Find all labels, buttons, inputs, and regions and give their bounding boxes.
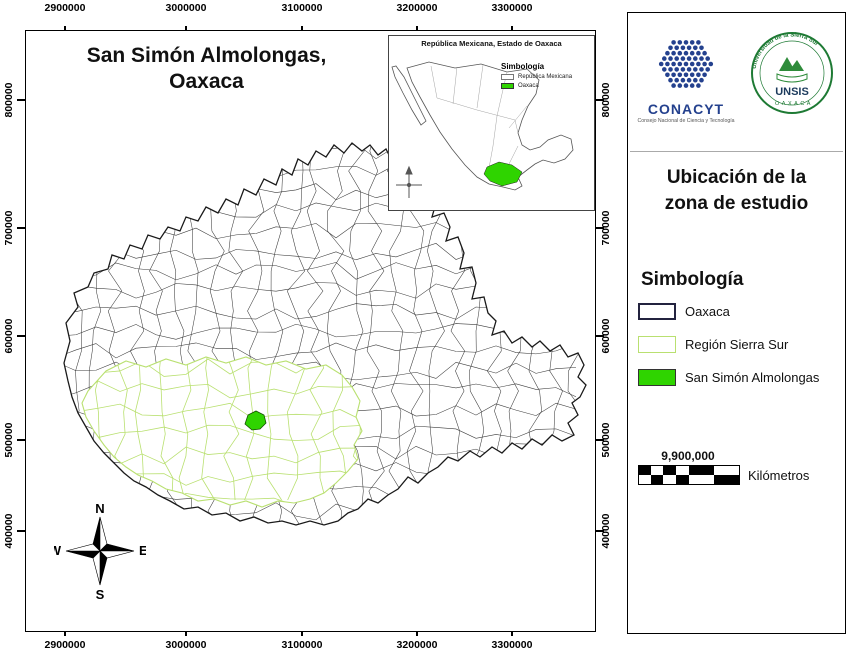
tick-mark: [17, 439, 25, 441]
tick-mark: [64, 628, 66, 636]
legend-item-oaxaca: Oaxaca: [638, 303, 730, 320]
inset-legend-label: República Mexicana: [518, 74, 573, 80]
conacyt-logo: CONACYT Consejo Nacional de Ciencia y Te…: [634, 35, 738, 125]
scale-segment: [714, 475, 739, 484]
scale-segment: [689, 466, 714, 475]
x-coordinate-label: 3100000: [281, 2, 323, 14]
x-coordinate-label: 3200000: [396, 2, 438, 14]
x-coordinate-label: 3000000: [165, 2, 207, 14]
y-coordinate-label: 400000: [3, 513, 15, 549]
legend-item-san-simon: San Simón Almolongas: [638, 369, 819, 386]
x-coordinate-label: 3300000: [491, 2, 533, 14]
san-simon-almolongas-polygon: [244, 410, 267, 431]
x-coordinate-label: 3200000: [396, 639, 438, 651]
scale-segment: [639, 475, 651, 484]
tick-mark: [596, 99, 604, 101]
y-coordinate-label: 600000: [3, 318, 15, 354]
inset-title: República Mexicana, Estado de Oaxaca: [421, 39, 562, 48]
sierra-sur-mask: [82, 357, 362, 507]
unsis-bottom-text: OAXACA: [775, 101, 813, 107]
legend-item-sierra-sur: Región Sierra Sur: [638, 336, 788, 353]
tick-mark: [511, 628, 513, 636]
compass-rose: N E S W: [54, 501, 146, 602]
legend-label: San Simón Almolongas: [685, 370, 820, 385]
y-coordinate-label: 800000: [3, 82, 15, 118]
legend-swatch-sierra-sur: [638, 336, 676, 353]
scale-segment: [663, 475, 676, 484]
conacyt-wordmark: CONACYT: [647, 101, 725, 117]
tick-mark: [17, 99, 25, 101]
map-title: San Simón Almolongas, Oaxaca: [34, 43, 379, 96]
scale-bar-row: [639, 466, 739, 475]
map-title-line2: Oaxaca: [169, 70, 244, 94]
mexico-mainland: [406, 61, 574, 191]
x-coordinate-label: 2900000: [44, 2, 86, 14]
tick-mark: [596, 530, 604, 532]
scale-bar-row: [639, 475, 739, 484]
tick-mark: [301, 628, 303, 636]
sierra-sur-region-outline: [81, 356, 363, 508]
compass-north-label: N: [95, 501, 104, 516]
scale-segment: [676, 475, 689, 484]
y-coordinate-label: 700000: [3, 210, 15, 246]
tick-mark: [596, 335, 604, 337]
inset-legend: Simbología República Mexicana Oaxaca: [501, 62, 593, 92]
tick-mark: [185, 628, 187, 636]
tick-mark: [17, 335, 25, 337]
legend-swatch-oaxaca: [638, 303, 676, 320]
inset-oaxaca-polygon: [483, 161, 523, 187]
scale-segment: [689, 475, 714, 484]
legend-title: Simbología: [641, 269, 744, 290]
inset-legend-item: República Mexicana: [501, 74, 593, 80]
scale-segment: [676, 466, 689, 475]
panel-heading-line2: zona de estudio: [664, 192, 809, 214]
panel-heading-line1: Ubicación de la: [666, 167, 807, 188]
compass-west-label: W: [54, 543, 62, 558]
scale-segment: [651, 475, 663, 484]
panel-heading: Ubicación de la zona de estudio: [628, 165, 845, 216]
compass-east-label: E: [139, 543, 146, 558]
legend-label: Oaxaca: [685, 304, 730, 319]
scale-segment: [639, 466, 651, 475]
compass-south-label: S: [96, 587, 105, 602]
scale-segment: [714, 466, 739, 475]
main-map-frame: San Simón Almolongas, Oaxaca: [25, 30, 596, 632]
x-coordinate-label: 3100000: [281, 639, 323, 651]
inset-legend-item: Oaxaca: [501, 83, 593, 89]
panel-divider: [630, 151, 843, 152]
tick-mark: [596, 227, 604, 229]
x-coordinate-label: 3300000: [491, 639, 533, 651]
scale-bar: [638, 465, 740, 485]
unsis-wordmark: UNSIS: [775, 86, 809, 98]
info-panel: CONACYT Consejo Nacional de Ciencia y Te…: [627, 12, 846, 634]
scale-value: 9,900,000: [661, 449, 715, 463]
unsis-logo: Universidad de la Sierra Sur UNSIS OAXAC…: [751, 32, 833, 114]
mexico-map: [391, 61, 574, 198]
baja-california: [391, 65, 427, 126]
inset-legend-title: Simbología: [501, 62, 545, 71]
legend-swatch-san-simon: [638, 369, 676, 386]
inset-swatch-oaxaca: [501, 83, 514, 89]
tick-mark: [17, 530, 25, 532]
inset-compass-icon: [396, 165, 422, 198]
scale-segment: [663, 466, 676, 475]
state-boundary: [63, 142, 587, 526]
unsis-emblem-icon: [776, 57, 808, 83]
scale-segment: [651, 466, 663, 475]
conacyt-tagline: Consejo Nacional de Ciencia y Tecnología: [637, 118, 735, 124]
tick-mark: [17, 227, 25, 229]
y-coordinate-label: 500000: [3, 422, 15, 458]
scale-unit: Kilómetros: [748, 468, 810, 483]
inset-map: República Mexicana, Estado de Oaxaca Sim…: [388, 35, 595, 211]
tick-mark: [596, 439, 604, 441]
x-coordinate-label: 3000000: [165, 639, 207, 651]
conacyt-dots-icon: [658, 40, 714, 88]
inset-legend-label: Oaxaca: [518, 83, 539, 89]
tick-mark: [416, 628, 418, 636]
x-coordinate-label: 2900000: [44, 639, 86, 651]
map-title-line1: San Simón Almolongas,: [86, 44, 327, 67]
inset-swatch-republica: [501, 74, 514, 80]
legend-label: Región Sierra Sur: [685, 337, 789, 352]
